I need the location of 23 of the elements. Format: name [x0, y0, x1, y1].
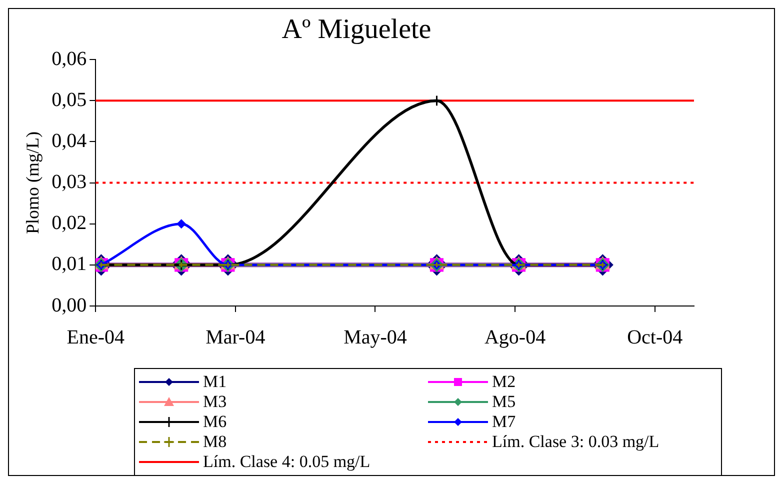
y-tick-label: 0,03 [52, 171, 87, 194]
y-tick-label: 0,06 [52, 48, 87, 70]
y-tick-label: 0,00 [52, 294, 87, 316]
x-tick-label: Ene-04 [66, 326, 124, 348]
legend-label: M3 [203, 392, 227, 412]
y-tick-label: 0,05 [52, 88, 87, 111]
legend-label: M1 [203, 372, 227, 392]
legend-label: M5 [492, 392, 516, 412]
legend-label: M6 [203, 412, 227, 432]
legend-label: M8 [203, 432, 227, 452]
x-tick-label: Oct-04 [627, 326, 683, 348]
y-axis-title: Plomo (mg/L) [22, 132, 43, 234]
y-tick-label: 0,02 [52, 212, 87, 234]
y-tick-label: 0,01 [52, 253, 87, 276]
chart-title: Aº Miguelete [282, 14, 432, 46]
y-tick-label: 0,04 [52, 130, 87, 152]
legend-label: Lím. Clase 3: 0.03 mg/L [492, 432, 660, 452]
legend-label: M7 [492, 412, 516, 432]
legend-label: M2 [492, 372, 516, 392]
x-tick-label: Mar-04 [206, 326, 266, 348]
legend-label: Lím. Clase 4: 0.05 mg/L [203, 452, 370, 472]
x-tick-label: May-04 [344, 326, 407, 348]
x-tick-label: Ago-04 [484, 326, 546, 348]
